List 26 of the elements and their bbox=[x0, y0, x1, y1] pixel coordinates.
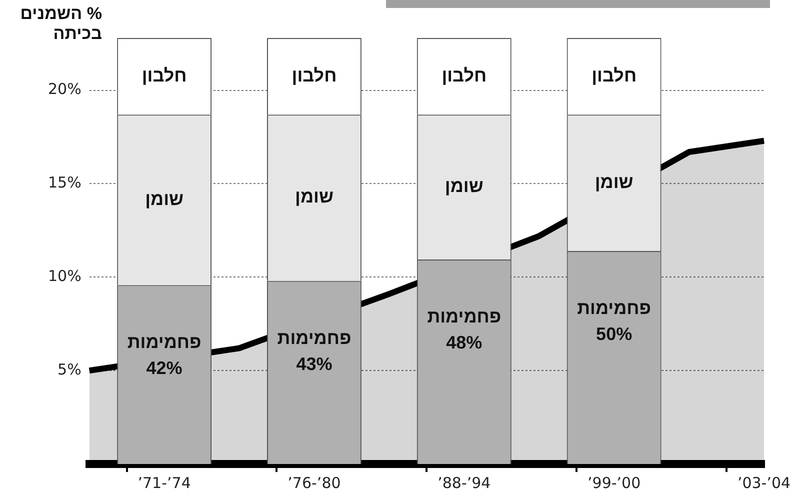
y-tick-label: 20% bbox=[48, 80, 82, 98]
text: פחמימות bbox=[277, 328, 352, 348]
x-tick-label: ’88-’94 bbox=[438, 474, 491, 492]
text: שומן bbox=[594, 172, 634, 192]
x-tick-label: ’03-’04 bbox=[737, 474, 791, 492]
y-axis-title: % השמנים בכיתה bbox=[19, 4, 102, 44]
text: פחמימות bbox=[127, 332, 202, 352]
x-tick-label: ’99-’00 bbox=[588, 474, 641, 492]
data-label: 42% bbox=[146, 358, 182, 378]
x-tick-label: ’76-’80 bbox=[288, 474, 341, 492]
data-label: 48% bbox=[446, 332, 482, 352]
text: חלבון bbox=[142, 65, 187, 86]
text: חלבון bbox=[442, 65, 487, 86]
series-label: חלבון bbox=[292, 65, 337, 86]
y-tick-label: 5% bbox=[58, 360, 82, 378]
x-tick-label: ’71-’74 bbox=[138, 474, 191, 492]
y-tick-label: 10% bbox=[48, 267, 82, 286]
text: שומן bbox=[295, 186, 334, 207]
series-label: שומן bbox=[444, 176, 484, 196]
y-tick-label: 15% bbox=[48, 174, 82, 192]
text: פחמימות bbox=[427, 306, 502, 326]
series-label: פחמימות bbox=[577, 298, 652, 318]
text: שומן bbox=[145, 188, 184, 209]
text: חלבון bbox=[592, 65, 637, 86]
data-label: 43% bbox=[296, 354, 332, 374]
data-label: 50% bbox=[596, 324, 632, 344]
